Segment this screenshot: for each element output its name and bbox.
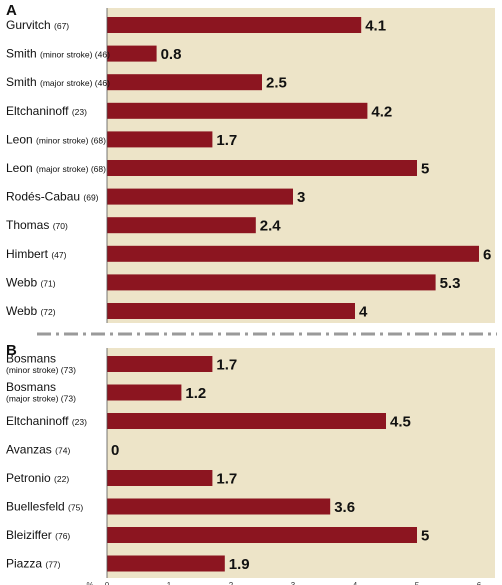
- bar-a-3: [107, 102, 368, 119]
- category-label-a-4: Leon (minor stroke) (68): [6, 132, 106, 146]
- data-label-b-7: 1.9: [229, 556, 250, 573]
- data-label-a-5: 5: [421, 161, 429, 178]
- data-label-a-2: 2.5: [266, 75, 287, 92]
- category-label-a-9: Webb (71): [6, 275, 56, 289]
- category-detail-b-1: (major stroke) (73): [6, 394, 76, 404]
- bar-a-5: [107, 160, 417, 176]
- category-label-b-7: Piazza (77): [6, 557, 61, 571]
- data-label-b-2: 4.5: [390, 414, 411, 431]
- bar-a-7: [107, 217, 256, 234]
- category-label-b-1: Bosmans: [6, 380, 56, 394]
- data-label-a-7: 2.4: [260, 218, 282, 235]
- category-label-a-3: Eltchaninoff (23): [6, 104, 87, 118]
- bar-a-9: [107, 274, 436, 291]
- bar-a-4: [107, 131, 213, 148]
- bar-b-0: [107, 356, 213, 372]
- bar-b-6: [107, 527, 417, 543]
- panel-label-b: B: [6, 342, 17, 359]
- data-label-a-3: 4.2: [371, 103, 392, 120]
- data-label-b-5: 3.6: [334, 499, 355, 516]
- category-label-b-4: Petronio (22): [6, 471, 69, 485]
- data-label-a-6: 3: [297, 189, 305, 206]
- bar-b-5: [107, 498, 331, 515]
- panel-background-b: [107, 348, 495, 578]
- data-label-a-8: 6: [483, 246, 491, 263]
- x-tick-label-7: 6: [477, 581, 482, 585]
- x-tick-label-6: 5: [415, 581, 420, 585]
- category-label-a-10: Webb (72): [6, 304, 56, 318]
- bar-b-1: [107, 384, 182, 401]
- category-label-a-8: Himbert (47): [6, 247, 67, 261]
- category-label-b-5: Buellesfeld (75): [6, 500, 83, 514]
- bar-a-10: [107, 303, 355, 319]
- data-label-b-4: 1.7: [216, 471, 237, 488]
- category-label-a-7: Thomas (70): [6, 218, 68, 232]
- category-label-b-3: Avanzas (74): [6, 443, 70, 457]
- data-label-b-3: 0: [111, 442, 119, 459]
- bar-b-4: [107, 470, 213, 486]
- category-label-a-6: Rodés-Cabau (69): [6, 190, 99, 204]
- data-label-b-0: 1.7: [216, 357, 237, 374]
- x-tick-label-4: 3: [291, 581, 296, 585]
- category-label-a-0: Gurvitch (67): [6, 18, 69, 32]
- bar-a-6: [107, 188, 293, 205]
- x-tick-label-0: %: [86, 581, 93, 585]
- category-label-b-6: Bleiziffer (76): [6, 528, 70, 542]
- x-tick-label-5: 4: [353, 581, 358, 585]
- panel-label-a: A: [6, 2, 17, 19]
- data-label-a-9: 5.3: [440, 275, 461, 292]
- category-label-a-5: Leon (major stroke) (68): [6, 161, 106, 175]
- bar-a-2: [107, 74, 262, 91]
- category-label-a-2: Smith (major stroke) (46): [6, 75, 110, 89]
- data-label-b-1: 1.2: [185, 385, 206, 402]
- bar-a-1: [107, 45, 157, 62]
- x-tick-label-1: 0: [105, 581, 110, 585]
- bar-b-2: [107, 413, 386, 429]
- bar-b-7: [107, 555, 225, 572]
- data-label-a-4: 1.7: [216, 132, 237, 149]
- bar-a-0: [107, 17, 362, 33]
- category-label-b-0: Bosmans: [6, 352, 56, 366]
- data-label-b-6: 5: [421, 528, 429, 545]
- category-detail-b-0: (minor stroke) (73): [6, 365, 76, 375]
- category-label-b-2: Eltchaninoff (23): [6, 414, 87, 428]
- bar-a-8: [107, 245, 479, 262]
- x-tick-label-2: 1: [167, 581, 172, 585]
- data-label-a-1: 0.8: [161, 46, 182, 63]
- category-label-a-1: Smith (minor stroke) (46): [6, 47, 110, 61]
- x-tick-label-3: 2: [229, 581, 234, 585]
- data-label-a-0: 4.1: [365, 18, 386, 35]
- data-label-a-10: 4: [359, 304, 368, 321]
